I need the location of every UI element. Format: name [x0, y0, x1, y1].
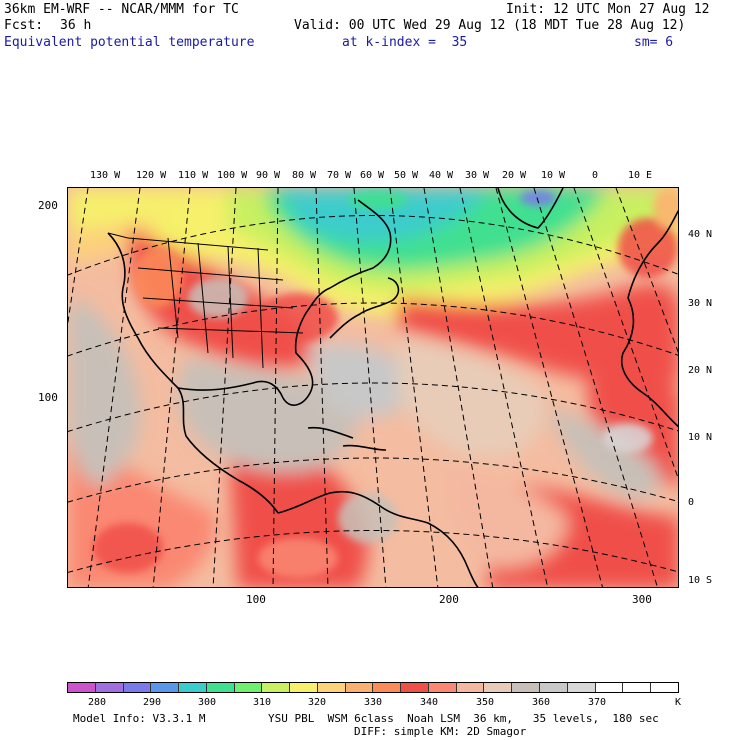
lon-label: 120 W [136, 170, 167, 181]
lat-label: 40 N [688, 229, 713, 240]
lon-label: 50 W [394, 170, 419, 181]
lon-label: 130 W [90, 170, 121, 181]
colorbar [67, 682, 679, 693]
level-index: at k-index = 35 [342, 35, 468, 50]
init-time: Init: 12 UTC Mon 27 Aug 12 [506, 2, 710, 17]
graticule [68, 188, 678, 587]
colorbar-swatch [456, 683, 485, 692]
field-shading [68, 188, 678, 587]
lon-label: 70 W [327, 170, 352, 181]
colorbar-swatch [512, 683, 541, 692]
lon-label: 10 E [628, 170, 653, 181]
lon-label: 60 W [360, 170, 385, 181]
colorbar-label: 330 [364, 697, 383, 708]
colorbar-swatch [428, 683, 457, 692]
colorbar-swatch [206, 683, 235, 692]
colorbar-swatch [95, 683, 124, 692]
smoothing-value: sm= 6 [634, 35, 674, 50]
lon-label: 80 W [292, 170, 317, 181]
lon-label: 90 W [256, 170, 281, 181]
coastlines [107, 188, 678, 587]
lon-label: 40 W [429, 170, 454, 181]
lat-label: 0 [688, 497, 695, 508]
model-title: 36km EM-WRF -- NCAR/MMM for TC [4, 2, 239, 17]
political-boundaries [107, 232, 304, 369]
colorbar-label: 340 [420, 697, 439, 708]
model-info: Model Info: V3.3.1 M [73, 712, 206, 725]
lon-label: 110 W [178, 170, 209, 181]
colorbar-swatch [345, 683, 374, 692]
field-name: Equivalent potential temperature [4, 35, 255, 50]
lat-label: 10 S [688, 575, 713, 586]
colorbar-label: 350 [476, 697, 495, 708]
colorbar-swatch [401, 683, 429, 692]
x-grid-tick: 100 [246, 593, 266, 606]
colorbar-label: 280 [88, 697, 107, 708]
colorbar-swatch [373, 683, 402, 692]
colorbar-swatch [567, 683, 596, 692]
forecast-label: Fcst: [4, 18, 44, 33]
colorbar-swatch [262, 683, 291, 692]
colorbar-swatch [68, 683, 96, 692]
colorbar-label: 310 [253, 697, 272, 708]
lon-label: 30 W [465, 170, 490, 181]
colorbar-swatch [123, 683, 152, 692]
physics-info: YSU PBL WSM 6class Noah LSM 36 km, 35 le… [268, 712, 659, 725]
colorbar-swatch [234, 683, 263, 692]
colorbar-swatch [151, 683, 180, 692]
x-grid-tick: 200 [439, 593, 459, 606]
colorbar-unit: K [675, 697, 682, 708]
lat-label: 20 N [688, 365, 713, 376]
valid-time: Valid: 00 UTC Wed 29 Aug 12 (18 MDT Tue … [294, 18, 686, 33]
colorbar-swatch [651, 683, 678, 692]
lat-label: 30 N [688, 298, 713, 309]
lat-label: 10 N [688, 432, 713, 443]
y-grid-tick: 200 [38, 199, 58, 212]
colorbar-label: 300 [198, 697, 217, 708]
colorbar-swatch [317, 683, 346, 692]
theta-e-map [67, 187, 679, 588]
colorbar-swatch [595, 683, 624, 692]
colorbar-swatch [179, 683, 207, 692]
x-grid-tick: 300 [632, 593, 652, 606]
lon-label: 100 W [217, 170, 248, 181]
colorbar-swatch [540, 683, 568, 692]
colorbar-label: 360 [532, 697, 551, 708]
forecast-hour: 36 h [60, 18, 92, 33]
lon-label: 20 W [502, 170, 527, 181]
map-canvas [68, 188, 678, 587]
diffusion-info: DIFF: simple KM: 2D Smagor [354, 725, 527, 738]
colorbar-label: 370 [588, 697, 607, 708]
field-detail [93, 188, 678, 578]
colorbar-swatch [290, 683, 318, 692]
colorbar-swatch [484, 683, 513, 692]
y-grid-tick: 100 [38, 391, 58, 404]
colorbar-label: 290 [143, 697, 162, 708]
colorbar-label: 320 [308, 697, 327, 708]
lon-label: 0 [592, 170, 599, 181]
colorbar-swatch [623, 683, 652, 692]
lon-label: 10 W [541, 170, 566, 181]
